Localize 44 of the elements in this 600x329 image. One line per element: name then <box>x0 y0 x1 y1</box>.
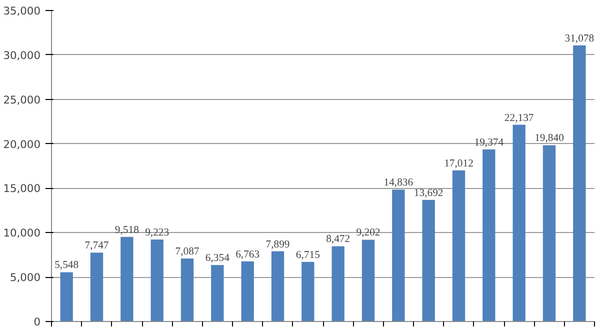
bar <box>542 145 556 322</box>
data-label: 8,472 <box>326 234 350 246</box>
data-label: 31,078 <box>564 33 594 44</box>
bar <box>392 190 405 322</box>
data-label: 7,747 <box>84 240 110 252</box>
data-label: 17,012 <box>444 158 474 170</box>
data-label: 9,223 <box>145 228 170 239</box>
data-label: 19,840 <box>534 133 564 144</box>
bar <box>150 240 164 322</box>
bar <box>482 149 496 322</box>
y-tick-label: 35,000 <box>3 4 41 18</box>
bar <box>90 252 104 322</box>
bar <box>302 262 314 322</box>
y-tick-label: 25,000 <box>3 93 41 106</box>
y-tick-label: 0 <box>34 316 41 328</box>
data-label: 5,548 <box>54 260 79 272</box>
data-label: 19,374 <box>474 137 504 148</box>
data-label: 6,715 <box>296 250 320 261</box>
y-tick-label: 20,000 <box>3 138 41 151</box>
data-label: 6,354 <box>205 253 230 264</box>
bar <box>211 265 224 322</box>
data-label: 7,899 <box>266 239 290 250</box>
y-tick-label: 10,000 <box>3 226 41 240</box>
bar <box>452 170 466 322</box>
data-label: 22,137 <box>504 112 534 124</box>
data-label: 6,763 <box>236 249 260 260</box>
bar <box>120 236 134 322</box>
data-label: 13,692 <box>414 188 444 199</box>
data-label: 9,202 <box>356 228 380 239</box>
data-label: 14,836 <box>384 178 414 189</box>
bar <box>422 200 435 322</box>
bar <box>332 246 344 322</box>
y-tick-label: 30,000 <box>3 48 41 62</box>
bar <box>573 45 586 322</box>
bar <box>362 240 375 322</box>
y-tick-label: 15,000 <box>3 182 41 196</box>
bar <box>271 251 284 322</box>
bar <box>60 272 73 322</box>
bar <box>241 261 254 322</box>
data-label: 9,518 <box>114 224 139 236</box>
y-tick-label: 5,000 <box>10 271 41 284</box>
bar <box>180 258 194 322</box>
data-label: 7,087 <box>175 246 200 258</box>
bar <box>512 124 526 322</box>
